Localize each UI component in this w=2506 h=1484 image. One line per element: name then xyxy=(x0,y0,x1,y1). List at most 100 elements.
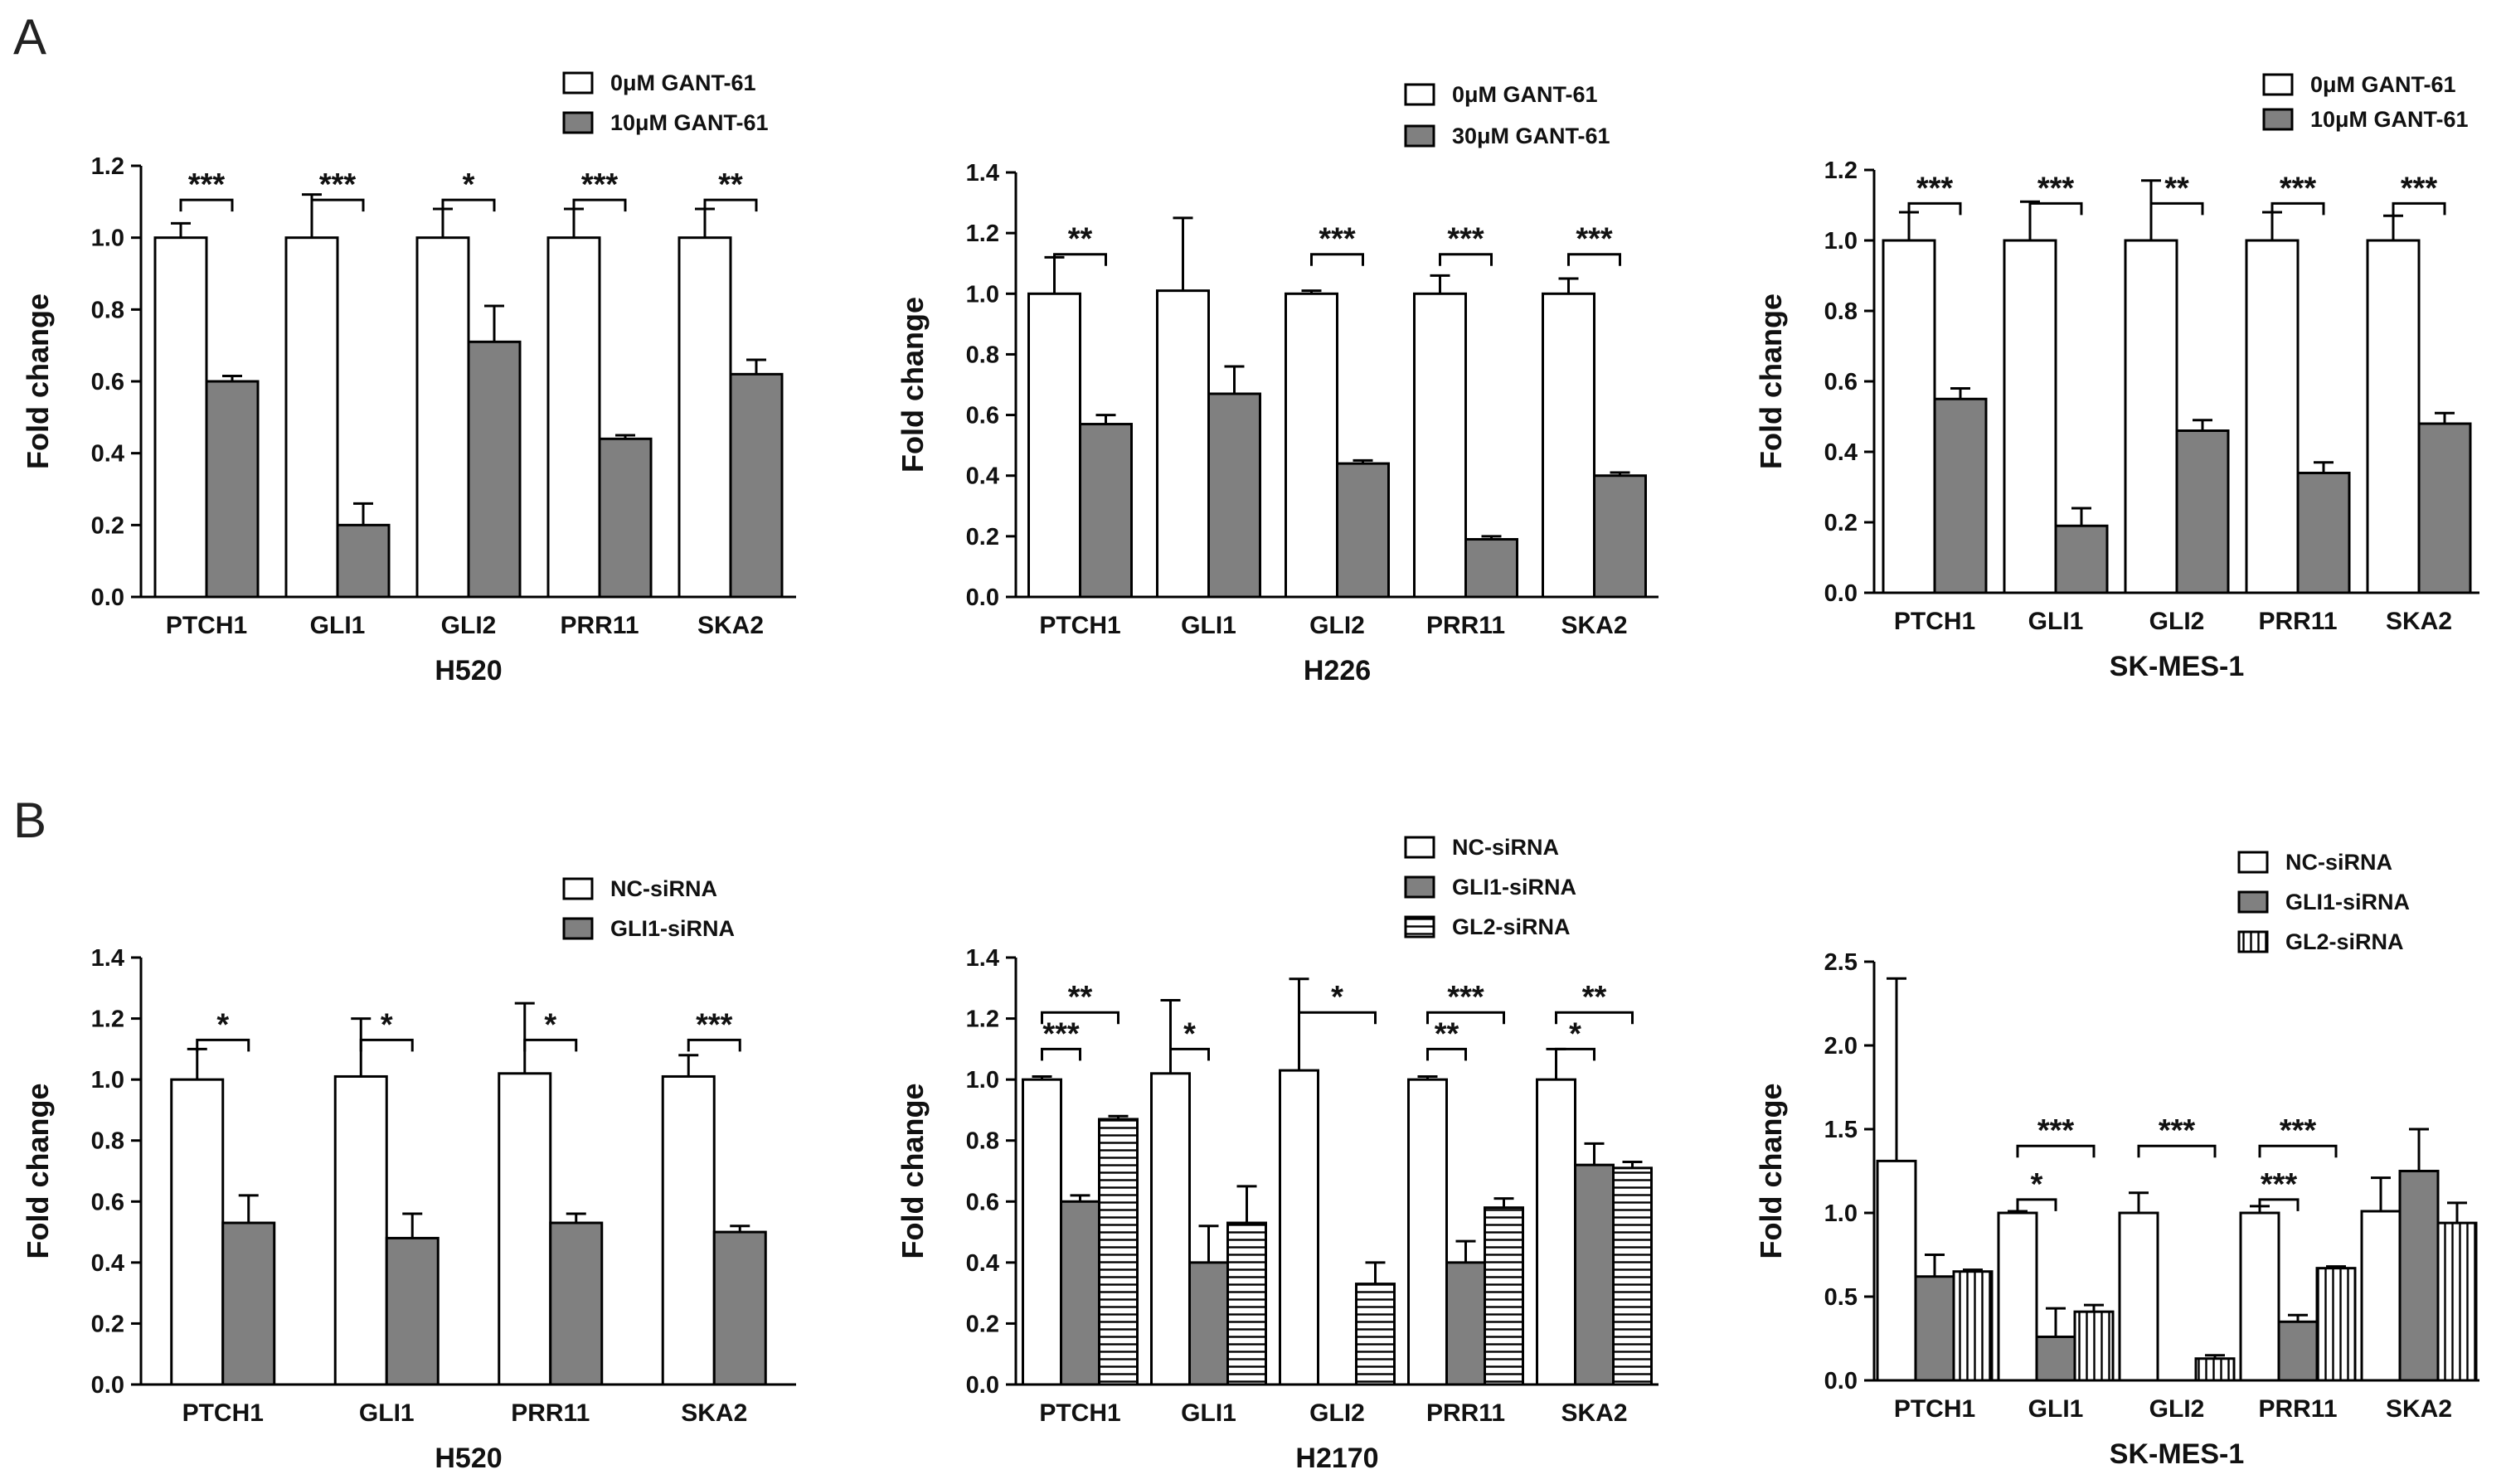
significance-bracket xyxy=(1041,1047,1081,1061)
significance-label: ** xyxy=(1435,1016,1459,1051)
x-tick-label: PRR11 xyxy=(2258,1395,2337,1423)
legend-entry: 0μM GANT-61 xyxy=(1452,82,1598,107)
legend-swatch xyxy=(2262,73,2294,96)
y-tick-label: 0.2 xyxy=(1824,510,1858,536)
significance-bracket xyxy=(2258,1198,2300,1211)
significance-label: * xyxy=(463,167,475,202)
significance-bracket xyxy=(1555,1047,1595,1061)
legend-entry: 10μM GANT-61 xyxy=(610,110,769,135)
significance-bracket xyxy=(1426,1047,1467,1061)
legend-entry: GLI1-siRNA xyxy=(610,916,735,941)
y-tick-label: 2.0 xyxy=(1824,1033,1858,1060)
legend-entry: NC-siRNA xyxy=(1452,835,1559,860)
legend-entry: GL2-siRNA xyxy=(2285,929,2404,954)
bar-ptch1-series-0 xyxy=(1876,1159,1917,1382)
y-tick-label: 0.2 xyxy=(91,512,124,539)
legend-swatch xyxy=(1404,83,1435,106)
significance-bracket xyxy=(687,1038,741,1052)
panel-letter-a: A xyxy=(13,9,47,65)
bar-gli2-series-1 xyxy=(1336,462,1390,599)
bar-prr11-series-1 xyxy=(598,437,653,599)
bar-ska2-series-0 xyxy=(661,1074,716,1386)
legend-entry: GL2-siRNA xyxy=(1452,914,1571,939)
significance-label: *** xyxy=(1916,171,1954,206)
bar-ptch1-series-0 xyxy=(1882,239,1936,594)
bar-ska2-series-0 xyxy=(677,236,732,599)
significance-label: * xyxy=(2031,1167,2043,1202)
legend-swatch xyxy=(2237,930,2269,953)
x-tick-label: PRR11 xyxy=(2258,608,2337,635)
significance-bracket xyxy=(441,198,496,212)
x-tick-label: GLI2 xyxy=(1309,612,1365,639)
x-tick-label: PTCH1 xyxy=(1894,1395,1975,1423)
significance-bracket xyxy=(359,1038,414,1052)
y-tick-label: 0.6 xyxy=(966,403,999,429)
legend-swatch xyxy=(2237,851,2269,874)
chart-b-h2170: 0.0 0.2 0.4 0.6 0.8 1.0 1.2 1.4 Fold change PTCH1… xyxy=(896,835,1659,1474)
significance-label: ** xyxy=(718,167,743,202)
bar-gli1-series-1 xyxy=(385,1236,440,1386)
bar-ptch1-series-2 xyxy=(1098,1118,1139,1386)
bar-ptch1-series-1 xyxy=(1060,1200,1100,1386)
legend-swatch xyxy=(1404,875,1435,899)
significance-bracket xyxy=(1310,253,1364,266)
bar-gli1-series-2 xyxy=(2073,1310,2115,1382)
chart-a-h226: 0.0 0.2 0.4 0.6 0.8 1.0 1.2 1.4 Fold change PTCH1… xyxy=(896,82,1659,686)
y-tick-label: 0.4 xyxy=(966,1250,999,1277)
y-tick-label: 1.4 xyxy=(91,945,124,972)
chart-subtitle: H520 xyxy=(435,655,502,686)
bar-prr11-series-1 xyxy=(1445,1261,1486,1386)
bar-ska2-series-0 xyxy=(2360,1210,2402,1382)
y-tick-label: 1.2 xyxy=(91,153,124,180)
bar-prr11-series-2 xyxy=(1484,1206,1524,1386)
x-tick-label: GLI1 xyxy=(2028,1395,2084,1423)
significance-label: * xyxy=(1183,1016,1196,1051)
panel-letter-b: B xyxy=(13,793,47,848)
significance-label: *** xyxy=(1447,222,1484,257)
chart-subtitle: SK-MES-1 xyxy=(2110,1438,2244,1470)
bar-gli1-series-0 xyxy=(1150,1072,1191,1386)
significance-bracket xyxy=(2392,201,2446,216)
y-axis-label: Fold change xyxy=(21,293,55,469)
bar-ptch1-series-1 xyxy=(1914,1275,1955,1382)
bar-gli1-series-0 xyxy=(1156,289,1210,599)
significance-bracket xyxy=(572,198,627,212)
significance-label: *** xyxy=(188,167,226,202)
x-tick-label: SKA2 xyxy=(1561,1399,1627,1427)
legend-swatch xyxy=(1404,124,1435,148)
y-tick-label: 0.2 xyxy=(91,1311,124,1337)
significance-bracket xyxy=(1298,1011,1377,1025)
bar-gli1-series-0 xyxy=(333,1074,388,1386)
bar-gli1-series-0 xyxy=(284,236,339,599)
bar-gli1-series-1 xyxy=(1188,1261,1229,1386)
significance-bracket xyxy=(703,198,758,212)
bar-ptch1-series-1 xyxy=(221,1221,276,1386)
significance-label: *** xyxy=(2037,1113,2075,1148)
y-tick-label: 1.4 xyxy=(966,160,999,187)
bar-gli2-series-0 xyxy=(1279,1069,1319,1386)
bar-gli2-series-2 xyxy=(2194,1357,2236,1382)
bar-gli1-series-1 xyxy=(2035,1335,2076,1382)
significance-bracket xyxy=(2149,201,2204,216)
legend-swatch xyxy=(1404,915,1435,938)
bar-prr11-series-1 xyxy=(2277,1320,2319,1382)
y-tick-label: 0.4 xyxy=(91,441,124,468)
bar-gli2-series-1 xyxy=(2175,429,2230,594)
x-tick-label: GLI1 xyxy=(310,612,366,639)
legend-entry: GLI1-siRNA xyxy=(1452,875,1576,900)
x-tick-label: GLI1 xyxy=(2028,608,2084,635)
bar-ptch1-series-0 xyxy=(1022,1078,1062,1386)
x-tick-label: GLI2 xyxy=(2149,608,2205,635)
significance-bracket xyxy=(310,198,365,212)
y-tick-label: 0.0 xyxy=(1824,1368,1858,1394)
y-tick-label: 0.0 xyxy=(91,584,124,611)
y-tick-label: 0.8 xyxy=(91,297,124,323)
significance-label: *** xyxy=(1319,222,1356,257)
bar-prr11-series-1 xyxy=(549,1221,604,1386)
y-tick-label: 1.0 xyxy=(966,1067,999,1094)
y-tick-label: 1.2 xyxy=(966,1006,999,1033)
bar-prr11-series-0 xyxy=(498,1072,552,1386)
significance-bracket xyxy=(179,198,234,212)
chart-a-h520: 0.0 0.2 0.4 0.6 0.8 1.0 1.2 Fold change PTCH1 GLI… xyxy=(21,70,796,686)
